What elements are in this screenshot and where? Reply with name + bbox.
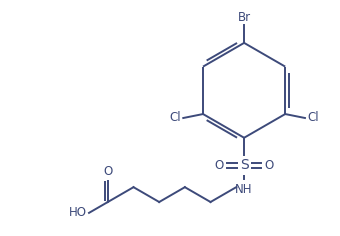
Text: Cl: Cl — [307, 111, 319, 125]
Text: HO: HO — [69, 206, 87, 219]
Text: O: O — [214, 159, 223, 172]
Text: S: S — [240, 158, 249, 173]
Text: Br: Br — [238, 11, 251, 24]
Text: NH: NH — [235, 183, 253, 196]
Text: O: O — [103, 165, 113, 178]
Text: O: O — [265, 159, 274, 172]
Text: Cl: Cl — [170, 111, 181, 125]
